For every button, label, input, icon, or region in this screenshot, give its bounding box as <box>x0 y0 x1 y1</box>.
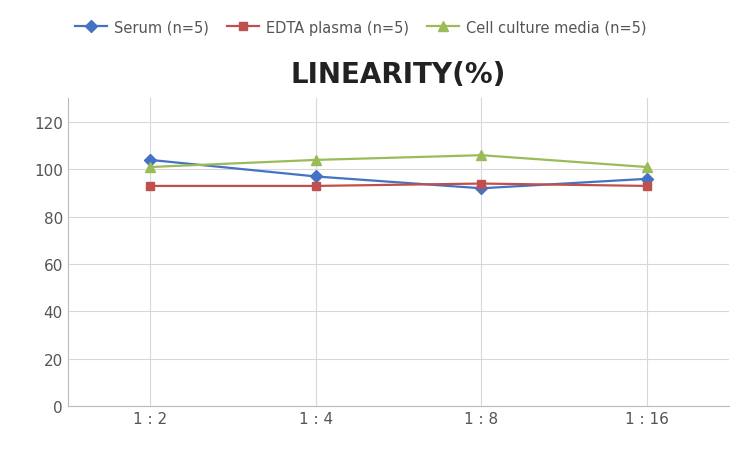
Title: LINEARITY(%): LINEARITY(%) <box>291 60 506 88</box>
Serum (n=5) <box>642 177 651 182</box>
Serum (n=5) <box>477 186 486 192</box>
Legend: Serum (n=5), EDTA plasma (n=5), Cell culture media (n=5): Serum (n=5), EDTA plasma (n=5), Cell cul… <box>75 21 647 36</box>
Cell culture media (n=5) <box>146 165 155 170</box>
EDTA plasma (n=5) <box>477 181 486 187</box>
EDTA plasma (n=5) <box>146 184 155 189</box>
EDTA plasma (n=5) <box>642 184 651 189</box>
Cell culture media (n=5) <box>477 153 486 159</box>
Line: Cell culture media (n=5): Cell culture media (n=5) <box>146 151 651 172</box>
Line: EDTA plasma (n=5): EDTA plasma (n=5) <box>146 180 651 191</box>
Cell culture media (n=5) <box>642 165 651 170</box>
Serum (n=5) <box>311 175 320 180</box>
Line: Serum (n=5): Serum (n=5) <box>146 156 651 193</box>
Serum (n=5) <box>146 158 155 163</box>
EDTA plasma (n=5) <box>311 184 320 189</box>
Cell culture media (n=5) <box>311 158 320 163</box>
